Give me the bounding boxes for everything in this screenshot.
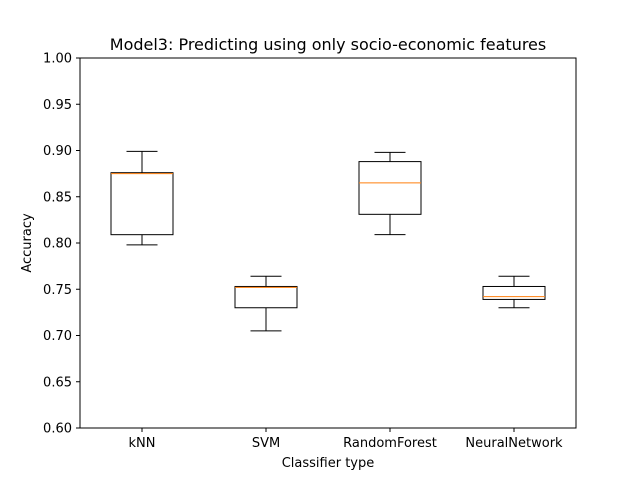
x-tick-label: NeuralNetwork <box>465 436 563 451</box>
x-tick-label: kNN <box>129 436 156 451</box>
box-group-knn <box>110 150 174 246</box>
box-iqr <box>482 285 546 300</box>
x-tick-label: RandomForest <box>343 436 437 451</box>
y-axis: 0.60 0.65 0.70 0.75 0.80 0.85 0.90 0.95 1.00 <box>43 52 80 437</box>
box-group-svm <box>234 275 298 332</box>
y-tick-label: 0.85 <box>43 190 72 205</box>
y-tick-label: 0.95 <box>43 98 72 113</box>
x-tick-label: SVM <box>252 436 280 451</box>
y-tick-label: 1.00 <box>43 52 72 67</box>
x-axis: kNN SVM RandomForest NeuralNetwork <box>129 428 563 451</box>
box-group-neuralnetwork <box>482 275 546 309</box>
y-axis-label: Accuracy <box>20 213 35 273</box>
plot-marks <box>110 150 546 332</box>
y-tick-label: 0.80 <box>43 237 72 252</box>
box-iqr <box>110 172 174 236</box>
y-tick-label: 0.75 <box>43 283 72 298</box>
y-tick-label: 0.90 <box>43 144 72 159</box>
box-iqr <box>234 285 298 309</box>
box-group-randomforest <box>358 151 422 236</box>
box-iqr <box>358 161 422 215</box>
x-axis-label: Classifier type <box>282 456 375 471</box>
y-tick-label: 0.65 <box>43 375 72 390</box>
y-tick-label: 0.60 <box>43 422 72 437</box>
chart-title: Model3: Predicting using only socio-econ… <box>110 35 546 54</box>
y-tick-label: 0.70 <box>43 329 72 344</box>
